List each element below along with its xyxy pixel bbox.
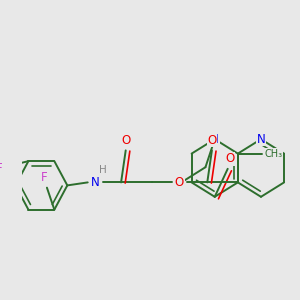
Text: F: F (0, 162, 3, 175)
Text: N: N (91, 176, 100, 189)
Text: O: O (207, 134, 217, 147)
Text: F: F (41, 171, 47, 184)
Text: H: H (99, 165, 106, 176)
Text: N: N (256, 133, 265, 146)
Text: N: N (210, 133, 219, 146)
Text: O: O (225, 152, 234, 165)
Text: O: O (121, 134, 130, 147)
Text: O: O (175, 176, 184, 189)
Text: CH₃: CH₃ (264, 148, 282, 159)
